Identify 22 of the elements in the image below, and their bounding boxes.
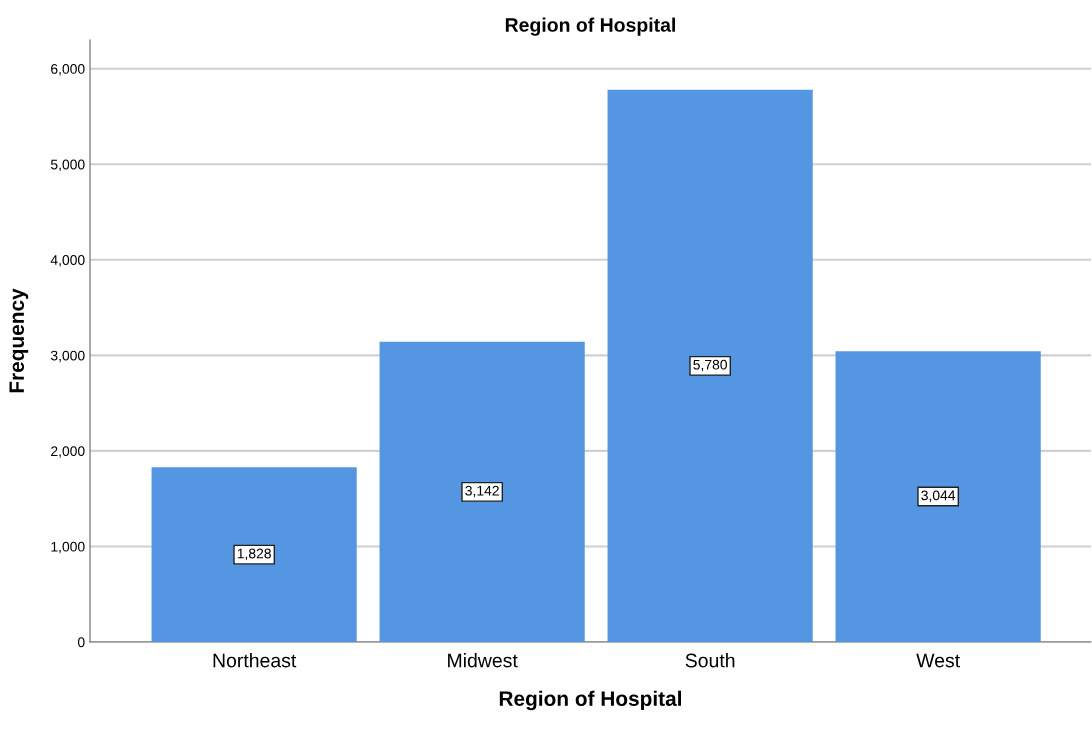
y-tick-label: 0: [77, 637, 85, 648]
y-tick-label: 6,000: [51, 64, 85, 76]
data-label: 3,142: [465, 485, 499, 498]
y-tick-label: 5,000: [50, 159, 85, 172]
x-tick-label: Northeast: [213, 653, 297, 668]
x-tick-label: Midwest: [448, 653, 518, 668]
bar: [379, 341, 585, 642]
data-label: 5,780: [693, 359, 727, 372]
y-tick-label: 4,000: [50, 255, 85, 267]
bar: [607, 89, 813, 642]
data-label: 1,828: [237, 548, 271, 561]
bar: [151, 467, 357, 642]
x-axis-title: Region of Hospital: [499, 690, 681, 711]
y-tick-label: 1,000: [51, 541, 85, 554]
y-tick-label: 3,000: [50, 350, 85, 363]
chart-title: Region of Hospital: [505, 17, 675, 36]
y-tick-label: 2,000: [51, 446, 85, 458]
x-tick-label: West: [916, 653, 960, 668]
bar: [835, 351, 1041, 642]
x-tick-label: South: [685, 653, 735, 668]
data-label: 3,044: [921, 490, 956, 502]
y-axis-title: Frequency: [9, 288, 29, 393]
